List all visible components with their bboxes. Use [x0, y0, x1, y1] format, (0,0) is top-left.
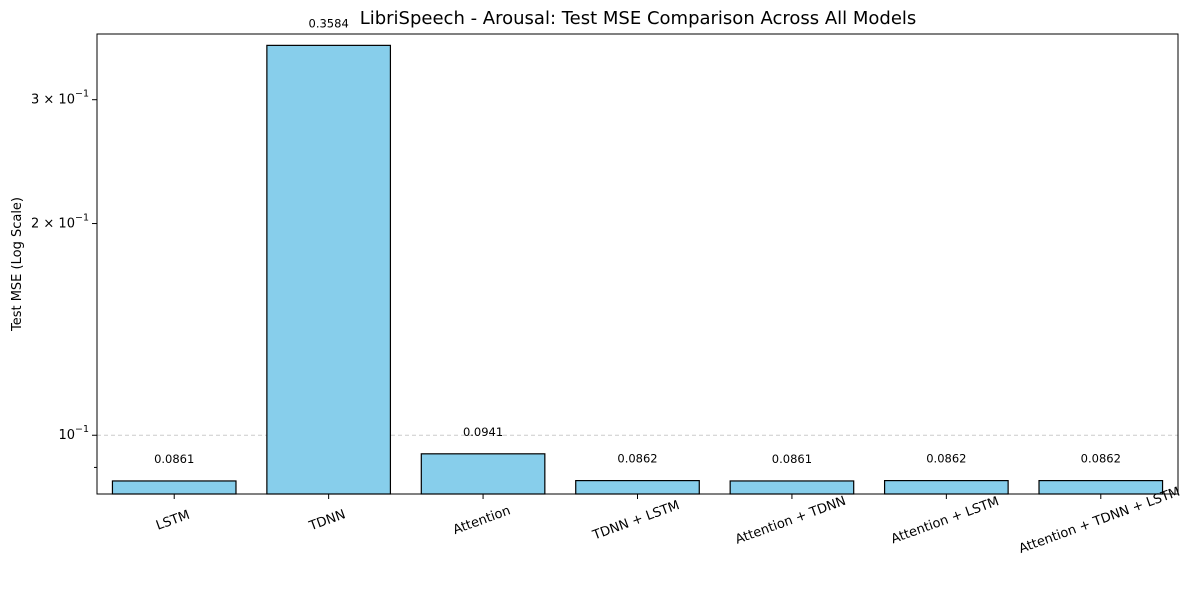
data-label-2: 0.0941 [463, 425, 503, 439]
data-label-1: 0.3584 [309, 16, 349, 30]
x-tick-label-2: Attention [451, 503, 513, 538]
x-tick-label-1: TDNN [306, 507, 347, 534]
y-axis: 3 × 10−1 2 × 10−1 10−1 [31, 89, 97, 468]
data-label-4: 0.0861 [772, 452, 812, 466]
bar-3 [575, 480, 700, 495]
x-axis: LSTM TDNN Attention TDNN + LSTM Attention + … [154, 485, 1182, 557]
y-tick-label-2: 10−1 [58, 424, 89, 443]
bar-2 [420, 453, 546, 495]
data-labels-layer: 0.0861 0.3584 0.0941 0.0862 0.0861 0.0862 0.08… [154, 16, 1121, 466]
data-label-5: 0.0862 [926, 452, 966, 466]
data-label-6: 0.0862 [1081, 452, 1121, 466]
y-tick-label-1: 2 × 10−1 [31, 213, 89, 232]
x-tick-label-3: TDNN + LSTM [590, 498, 682, 544]
y-tick-label-0: 3 × 10−1 [31, 89, 89, 108]
x-tick-label-0: LSTM [154, 508, 192, 534]
bar-6 [1038, 480, 1164, 495]
plot-frame [96, 33, 1179, 495]
y-axis-label: Test MSE (Log Scale) [10, 197, 25, 332]
bar-5 [883, 480, 1009, 495]
data-label-0: 0.0861 [154, 452, 194, 466]
x-tick-label-6: Attention + TDNN + LSTM [1017, 485, 1182, 557]
chart-title: LibriSpeech - Arousal: Test MSE Comparis… [360, 8, 917, 29]
x-tick-label-5: Attention + LSTM [889, 494, 1001, 547]
x-tick-label-4: Attention + TDNN [733, 494, 848, 548]
data-label-3: 0.0862 [617, 452, 657, 466]
bar-1 [266, 44, 392, 495]
bars-layer [111, 44, 1164, 495]
bar-4 [729, 480, 855, 495]
bar-0 [111, 480, 237, 495]
